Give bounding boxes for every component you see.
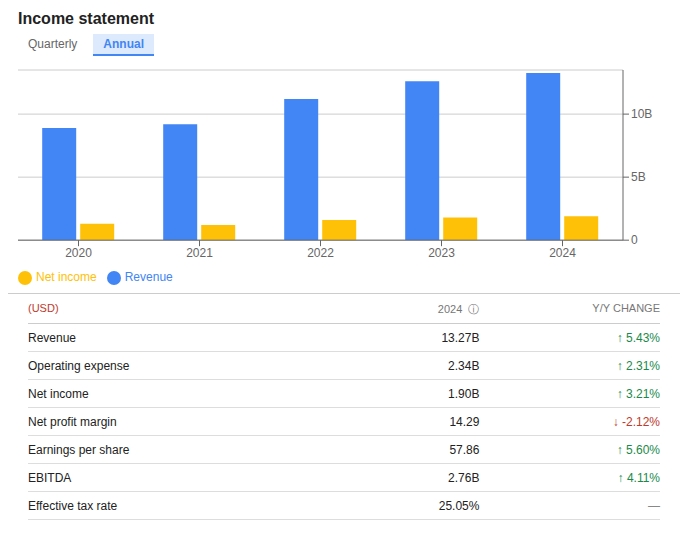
html-text:13.27B: 13.27B [441, 330, 480, 345]
html-text:2.76B: 2.76B [448, 470, 480, 485]
html-text:2.34B: 2.34B [448, 358, 480, 373]
html-text:EBITDA: EBITDA [28, 470, 72, 485]
html-text:Net income: Net income [28, 386, 89, 401]
html-text:Quarterly: Quarterly [28, 37, 78, 51]
svg-text:2020: 2020 [65, 246, 92, 260]
html-text:Effective tax rate: Effective tax rate [28, 498, 118, 513]
svg-text:10B: 10B [631, 107, 652, 121]
svg-text:2022: 2022 [307, 246, 334, 260]
html-text:Income statement: Income statement [18, 10, 154, 27]
svg-text:2024: 2024 [549, 246, 576, 260]
html-text:2024 ⓘ: 2024 ⓘ [437, 303, 480, 315]
html-text:Net profit margin: Net profit margin [28, 414, 117, 429]
html-text:14.29: 14.29 [449, 414, 480, 429]
html-text:Revenue: Revenue [28, 330, 76, 345]
html-text:Net income: Net income [36, 270, 97, 285]
html-text:Revenue: Revenue [124, 270, 173, 285]
html-text:(USD): (USD) [28, 302, 59, 314]
html-text:↓ -2.12%: ↓ -2.12% [612, 414, 660, 429]
svg-text:2021: 2021 [186, 246, 213, 260]
html-text:↑ 5.43%: ↑ 5.43% [616, 330, 660, 345]
html-text:Annual: Annual [103, 37, 144, 51]
svg-text:2023: 2023 [428, 246, 455, 260]
svg-text:0: 0 [631, 233, 638, 247]
html-text:↑ 3.21%: ↑ 3.21% [616, 386, 660, 401]
html-text:1.90B: 1.90B [448, 386, 480, 401]
html-text:↑ 5.60%: ↑ 5.60% [616, 442, 660, 457]
html-text:↑ 4.11%: ↑ 4.11% [617, 470, 660, 485]
html-text:25.05%: 25.05% [438, 498, 480, 513]
html-text:Operating expense: Operating expense [28, 358, 130, 373]
html-text:Y/Y CHANGE: Y/Y CHANGE [592, 302, 660, 314]
html-text:57.86: 57.86 [449, 442, 480, 457]
html-text:Earnings per share: Earnings per share [28, 442, 130, 457]
html-text:↑ 2.31%: ↑ 2.31% [616, 358, 660, 373]
svg-text:5B: 5B [631, 170, 646, 184]
